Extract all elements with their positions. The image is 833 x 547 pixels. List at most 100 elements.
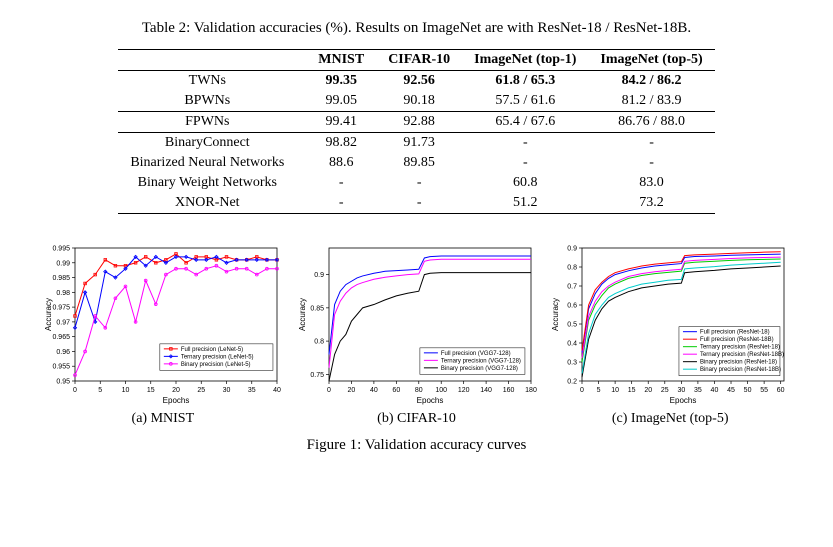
row-label: XNOR-Net xyxy=(118,193,306,214)
svg-text:0: 0 xyxy=(580,387,584,394)
col-header: MNIST xyxy=(306,50,376,71)
chart-c-wrap: 0510152025303540455055600.20.30.40.50.60… xyxy=(547,242,793,427)
cell: 60.8 xyxy=(462,173,588,193)
svg-text:20: 20 xyxy=(645,387,653,394)
chart-mnist: 05101520253035400.950.9550.960.9650.970.… xyxy=(43,242,283,407)
row-label: Binarized Neural Networks xyxy=(118,153,306,173)
chart-cifar: 0204060801001201401601800.750.80.850.9Ep… xyxy=(297,242,537,407)
svg-text:15: 15 xyxy=(628,387,636,394)
svg-text:15: 15 xyxy=(147,387,155,394)
table-row: BPWNs99.0590.1857.5 / 61.681.2 / 83.9 xyxy=(118,91,714,112)
svg-text:0.7: 0.7 xyxy=(567,284,577,291)
cell: 81.2 / 83.9 xyxy=(588,91,714,112)
cell: 99.41 xyxy=(306,112,376,133)
svg-text:Binary precision (ResNet-18B): Binary precision (ResNet-18B) xyxy=(700,367,781,373)
svg-text:180: 180 xyxy=(525,387,537,394)
svg-text:0.9: 0.9 xyxy=(314,272,324,279)
svg-text:Binary precision (LeNet-5): Binary precision (LeNet-5) xyxy=(181,362,251,368)
cell: - xyxy=(376,173,462,193)
cell: 91.73 xyxy=(376,133,462,154)
svg-text:80: 80 xyxy=(414,387,422,394)
svg-text:35: 35 xyxy=(248,387,256,394)
row-label: BinaryConnect xyxy=(118,133,306,154)
cell: 98.82 xyxy=(306,133,376,154)
svg-text:10: 10 xyxy=(121,387,129,394)
svg-text:0.95: 0.95 xyxy=(56,379,70,386)
svg-text:60: 60 xyxy=(777,387,785,394)
col-header: CIFAR-10 xyxy=(376,50,462,71)
cell: 88.6 xyxy=(306,153,376,173)
svg-text:0.6: 0.6 xyxy=(567,303,577,310)
svg-text:Binary precision (VGG7-128): Binary precision (VGG7-128) xyxy=(440,366,517,372)
svg-text:0.975: 0.975 xyxy=(52,305,70,312)
svg-text:Ternary precision (LeNet-5): Ternary precision (LeNet-5) xyxy=(181,354,254,360)
svg-text:0.5: 0.5 xyxy=(567,322,577,329)
table-row: FPWNs99.4192.8865.4 / 67.686.76 / 88.0 xyxy=(118,112,714,133)
cell: 83.0 xyxy=(588,173,714,193)
svg-text:Epochs: Epochs xyxy=(670,396,697,405)
svg-text:0.3: 0.3 xyxy=(567,360,577,367)
svg-text:Ternary precision (ResNet-18B): Ternary precision (ResNet-18B) xyxy=(700,352,784,358)
cell: 73.2 xyxy=(588,193,714,214)
svg-text:Binary precision (ResNet-18): Binary precision (ResNet-18) xyxy=(700,360,777,366)
svg-text:0.97: 0.97 xyxy=(56,319,70,326)
svg-text:25: 25 xyxy=(661,387,669,394)
svg-text:0.955: 0.955 xyxy=(52,364,70,371)
svg-text:60: 60 xyxy=(392,387,400,394)
svg-text:Full precision (ResNet-18B): Full precision (ResNet-18B) xyxy=(700,337,774,343)
chart-a-wrap: 05101520253035400.950.9550.960.9650.970.… xyxy=(40,242,286,427)
svg-text:Full precision (LeNet-5): Full precision (LeNet-5) xyxy=(181,347,243,353)
svg-text:0.4: 0.4 xyxy=(567,341,577,348)
svg-text:40: 40 xyxy=(369,387,377,394)
svg-text:Full precision (ResNet-18): Full precision (ResNet-18) xyxy=(700,330,770,336)
cell: 57.5 / 61.6 xyxy=(462,91,588,112)
svg-text:45: 45 xyxy=(727,387,735,394)
svg-text:0.85: 0.85 xyxy=(310,305,324,312)
cell: 90.18 xyxy=(376,91,462,112)
svg-text:40: 40 xyxy=(273,387,281,394)
svg-text:0.8: 0.8 xyxy=(567,265,577,272)
cell: - xyxy=(588,153,714,173)
svg-text:0: 0 xyxy=(73,387,77,394)
svg-text:5: 5 xyxy=(597,387,601,394)
table-caption: Table 2: Validation accuracies (%). Resu… xyxy=(40,20,793,37)
row-label: BPWNs xyxy=(118,91,306,112)
cell: - xyxy=(588,133,714,154)
svg-text:10: 10 xyxy=(611,387,619,394)
chart-b-wrap: 0204060801001201401601800.750.80.850.9Ep… xyxy=(294,242,540,427)
row-label: FPWNs xyxy=(118,112,306,133)
svg-text:40: 40 xyxy=(711,387,719,394)
table-header-row: MNIST CIFAR-10 ImageNet (top-1) ImageNet… xyxy=(118,50,714,71)
col-header: ImageNet (top-5) xyxy=(588,50,714,71)
svg-text:0.96: 0.96 xyxy=(56,349,70,356)
cell: 61.8 / 65.3 xyxy=(462,71,588,92)
svg-text:Epochs: Epochs xyxy=(162,396,189,405)
table-row: TWNs99.3592.5661.8 / 65.384.2 / 86.2 xyxy=(118,71,714,92)
svg-text:120: 120 xyxy=(457,387,469,394)
row-label: TWNs xyxy=(118,71,306,92)
svg-text:30: 30 xyxy=(222,387,230,394)
col-header: ImageNet (top-1) xyxy=(462,50,588,71)
svg-text:0.99: 0.99 xyxy=(56,260,70,267)
cell: - xyxy=(306,193,376,214)
svg-text:Ternary precision (VGG7-128): Ternary precision (VGG7-128) xyxy=(440,358,520,364)
svg-text:100: 100 xyxy=(435,387,447,394)
cell: 92.88 xyxy=(376,112,462,133)
cell: 89.85 xyxy=(376,153,462,173)
svg-text:20: 20 xyxy=(347,387,355,394)
cell: 65.4 / 67.6 xyxy=(462,112,588,133)
table-row: BinaryConnect98.8291.73-- xyxy=(118,133,714,154)
figure-caption: Figure 1: Validation accuracy curves xyxy=(40,437,793,454)
svg-text:Full precision (VGG7-128): Full precision (VGG7-128) xyxy=(440,351,510,357)
results-table: MNIST CIFAR-10 ImageNet (top-1) ImageNet… xyxy=(118,49,714,214)
svg-text:0.965: 0.965 xyxy=(52,334,70,341)
cell: 99.35 xyxy=(306,71,376,92)
cell: - xyxy=(462,133,588,154)
cell: 86.76 / 88.0 xyxy=(588,112,714,133)
cell: 51.2 xyxy=(462,193,588,214)
svg-text:25: 25 xyxy=(197,387,205,394)
chart-a-caption: (a) MNIST xyxy=(132,411,195,427)
chart-c-caption: (c) ImageNet (top-5) xyxy=(612,411,729,427)
cell: 99.05 xyxy=(306,91,376,112)
table-row: Binary Weight Networks--60.883.0 xyxy=(118,173,714,193)
